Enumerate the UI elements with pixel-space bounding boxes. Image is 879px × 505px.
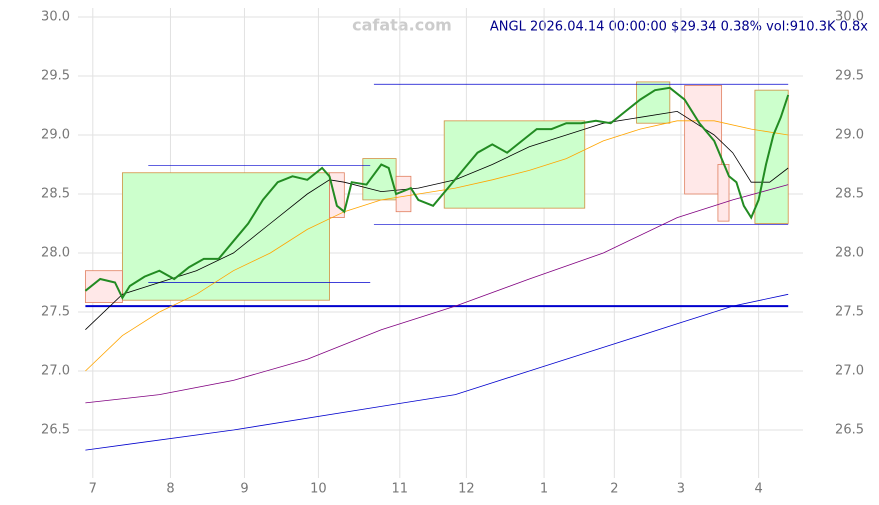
y-tick-label: 30.0 bbox=[41, 10, 70, 25]
zone bbox=[329, 172, 345, 218]
x-tick-label: 12 bbox=[458, 482, 475, 497]
y-tick-label-right: 28.5 bbox=[835, 187, 864, 202]
y-tick-label: 27.0 bbox=[41, 364, 70, 379]
zone bbox=[684, 85, 723, 195]
x-tick-label: 4 bbox=[754, 482, 762, 497]
y-tick-label: 28.5 bbox=[41, 187, 70, 202]
x-tick-label: 8 bbox=[166, 482, 174, 497]
series-line bbox=[84, 86, 790, 300]
series-line bbox=[85, 184, 789, 404]
y-tick-label-right: 26.5 bbox=[835, 423, 864, 438]
y-tick-label-right: 29.5 bbox=[835, 69, 864, 84]
x-tick-label: 2 bbox=[610, 482, 618, 497]
y-tick-label-right: 27.0 bbox=[835, 364, 864, 379]
series-line bbox=[85, 120, 789, 372]
x-tick-label: 11 bbox=[392, 482, 409, 497]
series-line bbox=[85, 110, 789, 330]
x-tick-label: 10 bbox=[310, 482, 327, 497]
y-tick-label: 27.5 bbox=[41, 305, 70, 320]
x-tick-label: 1 bbox=[540, 482, 548, 497]
zone bbox=[443, 120, 586, 209]
y-tick-label: 29.0 bbox=[41, 128, 70, 143]
y-tick-label: 29.5 bbox=[41, 69, 70, 84]
y-tick-label: 26.5 bbox=[41, 423, 70, 438]
x-tick-label: 7 bbox=[89, 482, 97, 497]
y-tick-label-right: 28.0 bbox=[835, 246, 864, 261]
zone bbox=[121, 172, 330, 301]
y-tick-label-right: 27.5 bbox=[835, 305, 864, 320]
x-tick-label: 3 bbox=[677, 482, 685, 497]
x-tick-label: 9 bbox=[240, 482, 248, 497]
y-tick-label-right: 30.0 bbox=[835, 10, 864, 25]
watermark: cafata.com bbox=[352, 16, 452, 35]
y-tick-label: 28.0 bbox=[41, 246, 70, 261]
y-tick-label-right: 29.0 bbox=[835, 128, 864, 143]
series-line bbox=[85, 293, 789, 451]
chart-title: ANGL 2026.04.14 00:00:00 $29.34 0.38% vo… bbox=[490, 20, 868, 35]
